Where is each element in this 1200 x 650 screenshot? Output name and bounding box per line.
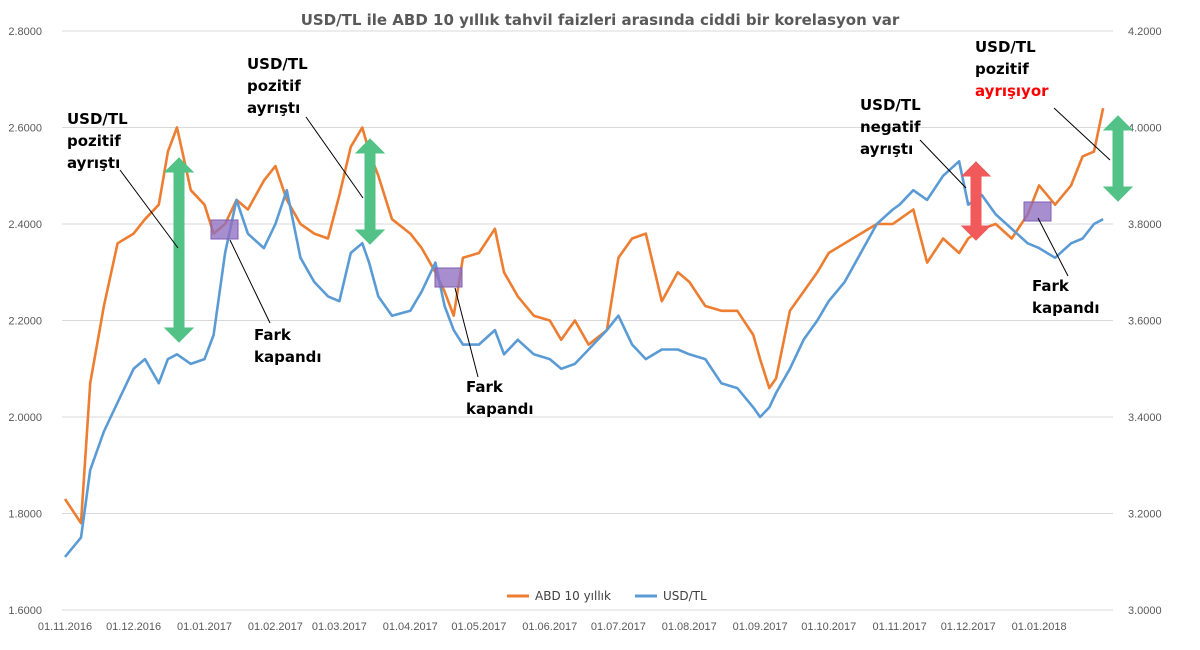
x-tick-label: 01.12.2016 <box>106 621 161 633</box>
x-tick-label: 01.08.2017 <box>662 621 717 633</box>
annotation-leader <box>1053 107 1111 161</box>
annotations: USD/TL pozitif ayrıştı USD/TL pozitif ayrıştı… <box>67 38 1100 418</box>
x-tick-label: 01.01.2017 <box>177 621 232 633</box>
annotation-leader <box>119 169 179 249</box>
x-axis-ticks: 01.11.2016 01.12.2016 01.01.2017 01.02.2017… <box>38 621 1067 633</box>
annotation-markers <box>119 107 1134 378</box>
annotation-text: USD/TL negatif ayrıştı <box>860 96 921 158</box>
x-tick-label: 01.09.2017 <box>733 621 788 633</box>
chart-title: USD/TL ile ABD 10 yıllık tahvil faizleri… <box>301 11 900 29</box>
right-tick-label: 3.6000 <box>1128 316 1162 328</box>
legend: ABD 10 yıllık USD/TL <box>507 589 707 603</box>
annotation-leader <box>305 116 364 199</box>
left-axis-ticks: 1.6000 1.8000 2.0000 2.2000 2.4000 2.6000 2.80… <box>8 26 42 617</box>
x-tick-label: 01.10.2017 <box>801 621 856 633</box>
right-tick-label: 4.2000 <box>1128 26 1162 38</box>
right-tick-label: 3.0000 <box>1128 605 1162 617</box>
annotation-leader <box>229 239 271 324</box>
right-tick-label: 3.8000 <box>1128 219 1162 231</box>
right-tick-label: 3.2000 <box>1128 509 1162 521</box>
legend-label: ABD 10 yıllık <box>535 589 611 603</box>
green-double-arrow <box>1102 115 1134 202</box>
gap-closed-box <box>434 267 463 288</box>
green-double-arrow <box>163 157 195 343</box>
x-tick-label: 01.07.2017 <box>591 621 646 633</box>
x-tick-label: 01.02.2017 <box>248 621 303 633</box>
gap-closed-box <box>210 219 239 240</box>
right-axis-ticks: 3.0000 3.2000 3.4000 3.6000 3.8000 4.0000 4.20… <box>1128 26 1162 617</box>
legend-item: USD/TL <box>635 589 707 603</box>
left-tick-label: 2.6000 <box>8 123 42 135</box>
annotation-text: Fark kapandı <box>254 326 322 366</box>
left-tick-label: 2.8000 <box>8 26 42 38</box>
annotation-text: USD/TL pozitif ayrıştı <box>247 55 308 117</box>
x-tick-label: 01.04.2017 <box>383 621 438 633</box>
x-tick-label: 01.11.2017 <box>873 621 927 633</box>
red-double-arrow <box>960 161 992 241</box>
right-tick-label: 3.4000 <box>1128 412 1162 424</box>
annotation-leader <box>454 287 479 378</box>
x-tick-label: 01.03.2017 <box>312 621 367 633</box>
annotation-text: Fark kapandı <box>466 378 534 418</box>
x-tick-label: 01.11.2016 <box>38 621 92 633</box>
x-tick-label: 01.06.2017 <box>522 621 577 633</box>
green-double-arrow <box>354 138 386 245</box>
annotation-leader <box>1037 217 1069 277</box>
gridlines <box>62 30 1113 611</box>
annotation-text: USD/TL pozitif ayrıştı <box>67 110 128 172</box>
x-tick-label: 01.12.2017 <box>941 621 996 633</box>
gap-closed-box <box>1023 201 1052 222</box>
legend-item: ABD 10 yıllık <box>507 589 611 603</box>
x-tick-label: 01.05.2017 <box>451 621 506 633</box>
annotation-text: USD/TL pozitif ayrışıyor <box>975 38 1049 100</box>
right-tick-label: 4.0000 <box>1128 123 1162 135</box>
series-line-abd10y <box>63 107 1105 525</box>
annotation-leader <box>919 139 967 189</box>
annotation-text: Fark kapandı <box>1032 277 1100 317</box>
left-tick-label: 2.0000 <box>8 412 42 424</box>
legend-label: USD/TL <box>663 589 707 603</box>
left-tick-label: 2.2000 <box>8 316 42 328</box>
left-tick-label: 1.6000 <box>8 605 42 617</box>
left-tick-label: 2.4000 <box>8 219 42 231</box>
x-tick-label: 01.01.2018 <box>1012 621 1067 633</box>
left-tick-label: 1.8000 <box>8 509 42 521</box>
